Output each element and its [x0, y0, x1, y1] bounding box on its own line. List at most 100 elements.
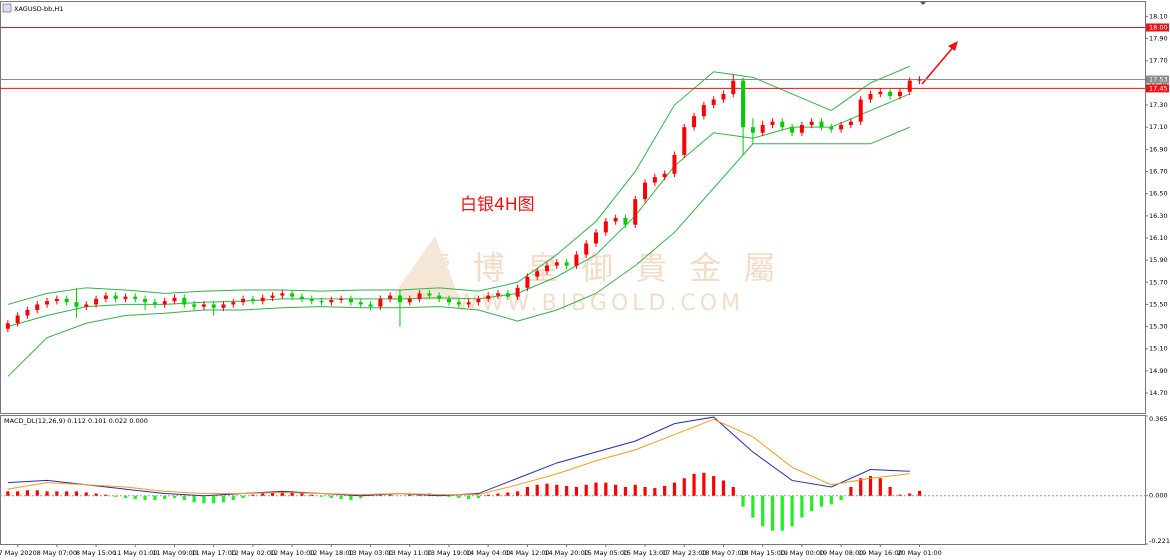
y-tick-label: -0.221 [1149, 537, 1170, 545]
histogram-bar [682, 478, 686, 496]
y-tick-label: 15.50 [1149, 300, 1168, 308]
y-tick-label: 15.90 [1149, 256, 1168, 264]
candle-body [339, 298, 344, 301]
histogram-bar [466, 495, 471, 500]
x-tick-label: 14 May 20:00 [544, 549, 589, 557]
line-series [7, 418, 910, 496]
x-tick-label: 8 May 07:00 [37, 549, 77, 557]
candle-body [790, 127, 795, 133]
candle-body [888, 91, 893, 97]
histogram-bar [525, 486, 530, 496]
candle-body [299, 296, 304, 299]
histogram-bar [555, 484, 559, 496]
y-tick-label: 16.10 [1149, 234, 1168, 242]
histogram-bar [692, 473, 696, 496]
candle-body [319, 301, 324, 303]
candle-body [241, 298, 246, 303]
histogram-bar [888, 486, 892, 496]
histogram-bar [6, 491, 10, 496]
x-tick-label: 13 May 11:00 [387, 549, 432, 557]
histogram-bar [114, 495, 118, 497]
candle-body [182, 297, 187, 305]
candle-body [564, 262, 569, 266]
candle-body [652, 177, 657, 183]
watermark-title: 鑄 博 皇 御 貴 金 屬 [418, 249, 781, 287]
symbol-icon [2, 3, 12, 13]
x-tick-label: 18 May 07:00 [701, 549, 746, 557]
histogram-bar [163, 495, 167, 500]
candle-body [878, 91, 883, 94]
candle-body [45, 301, 50, 305]
candle-body [594, 232, 599, 244]
histogram-bar [643, 486, 647, 496]
histogram-bar [133, 495, 137, 500]
histogram-bar [212, 495, 216, 504]
candle-body [74, 302, 79, 307]
y-tick-label: 0.000 [1149, 492, 1168, 500]
histogram-bar [300, 492, 304, 496]
candle-body [643, 182, 648, 200]
histogram-bar [496, 493, 500, 496]
line-series [7, 93, 910, 328]
histogram-bar [594, 482, 598, 496]
x-tick-label: 19 May 00:00 [780, 549, 825, 557]
histogram-bar [74, 491, 79, 496]
candle-body [280, 293, 285, 296]
histogram-bar [702, 472, 706, 496]
histogram-bar [751, 495, 755, 518]
candle-body [25, 309, 30, 316]
histogram-bar [810, 495, 814, 512]
candle-body [603, 221, 608, 233]
candle-body [476, 298, 481, 303]
y-tick-label: 0.365 [1149, 415, 1168, 423]
y-tick-label: 16.30 [1149, 212, 1168, 220]
histogram-bar [800, 495, 804, 518]
x-tick-label: 8 May 15:00 [76, 549, 116, 557]
candle-body [868, 93, 873, 100]
candle-body [554, 262, 559, 266]
y-tick-label: 17.10 [1149, 123, 1168, 131]
y-tick-label: 15.10 [1149, 345, 1168, 353]
price-label: 17.45 [1149, 84, 1168, 92]
candle-body [84, 304, 89, 307]
histogram-bar [829, 495, 833, 505]
candle-body [172, 297, 177, 302]
candle-body [15, 315, 20, 324]
histogram-bar [780, 495, 784, 531]
histogram-bar [153, 495, 157, 501]
y-tick-label: 16.70 [1149, 167, 1168, 175]
candle-body [515, 287, 520, 297]
histogram-bar [849, 486, 853, 496]
candle-body [192, 304, 197, 307]
candle-body [221, 304, 226, 308]
price-label-box [1146, 23, 1169, 32]
histogram-bar [663, 485, 667, 496]
scroll-marker [920, 2, 926, 5]
candle-body [780, 121, 785, 128]
candle-body [427, 293, 432, 296]
candle-body [103, 295, 108, 299]
histogram-bar [545, 483, 549, 496]
x-tick-label: 7 May 2020 [0, 549, 37, 557]
x-tick-label: 11 May 17:00 [191, 549, 236, 557]
histogram-bar [486, 494, 490, 496]
candle-body [917, 79, 922, 81]
histogram-bar [712, 476, 716, 496]
histogram-bar [516, 491, 520, 496]
histogram-bar [565, 485, 569, 496]
histogram-bar [653, 488, 657, 496]
x-tick-label: 14 May 12:00 [505, 549, 550, 557]
histogram-bar [604, 482, 608, 496]
histogram-bar [182, 495, 186, 501]
x-tick-label: 20 May 01:00 [897, 549, 942, 557]
histogram-bar [447, 495, 451, 497]
y-tick-label: 16.90 [1149, 145, 1168, 153]
candle-body [407, 298, 412, 303]
candle-body [133, 296, 138, 299]
histogram-bar [623, 486, 628, 496]
histogram-bar [633, 484, 637, 496]
candle-body [897, 91, 902, 97]
histogram-bar [25, 490, 30, 496]
